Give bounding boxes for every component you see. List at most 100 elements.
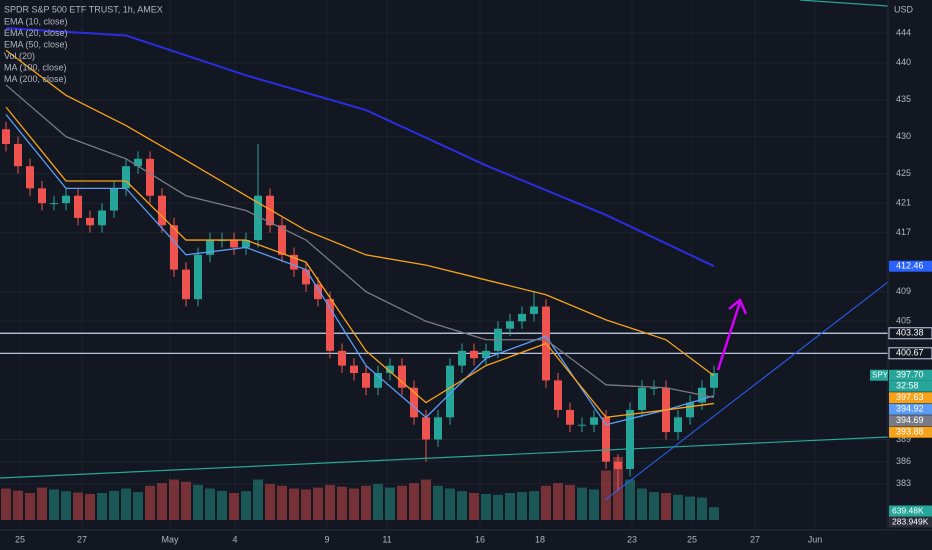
volume-bar xyxy=(565,484,575,520)
legend-item: EMA (20, close) xyxy=(4,28,68,38)
indicator-line xyxy=(5,27,715,268)
volume-bar xyxy=(265,484,275,520)
currency: USD xyxy=(894,4,914,14)
candle-body xyxy=(278,225,286,255)
candle-body xyxy=(650,387,658,389)
volume-bar xyxy=(469,493,479,520)
volume-bar xyxy=(433,485,443,520)
candle-body xyxy=(134,158,142,167)
candle-body xyxy=(2,129,10,145)
candle-body xyxy=(86,217,94,226)
volume-bar xyxy=(541,485,551,520)
volume-label-box xyxy=(889,505,932,517)
y-tick-label: 405 xyxy=(896,316,911,326)
volume-bar xyxy=(661,493,671,520)
volume-bar xyxy=(157,483,167,520)
volume-bar xyxy=(181,481,191,520)
candle-body xyxy=(242,240,250,248)
volume-bar xyxy=(97,493,107,520)
trendline xyxy=(799,0,889,7)
volume-bar xyxy=(421,479,431,520)
volume-bar xyxy=(397,485,407,520)
volume-bar xyxy=(709,507,719,520)
volume-bar xyxy=(73,492,83,520)
y-tick-label: 417 xyxy=(896,227,911,237)
y-tick-label: 421 xyxy=(896,198,911,208)
volume-bar xyxy=(121,488,131,520)
legend-item: EMA (50, close) xyxy=(4,39,68,49)
candle-body xyxy=(38,188,46,204)
candle-body xyxy=(686,402,694,418)
volume-bar xyxy=(601,470,611,520)
indicator-line xyxy=(5,106,715,419)
candle-body xyxy=(62,195,70,204)
x-tick-label: 27 xyxy=(750,534,760,544)
candle-body xyxy=(410,387,418,418)
y-tick-label: 435 xyxy=(896,94,911,104)
price-label: 400.67 xyxy=(896,348,924,358)
candle-body xyxy=(110,188,118,211)
price-label: 393.88 xyxy=(896,427,924,437)
candle-body xyxy=(290,254,298,270)
volume-bar xyxy=(49,489,59,520)
candle-body xyxy=(374,373,382,388)
volume-bar xyxy=(529,491,539,520)
price-label: 412.46 xyxy=(896,261,924,271)
x-tick-label: 18 xyxy=(535,534,545,544)
countdown-box xyxy=(889,380,932,392)
volume-bar xyxy=(13,490,23,520)
x-tick-label: 25 xyxy=(687,534,697,544)
volume-bar xyxy=(217,490,227,520)
candle-body xyxy=(590,417,598,425)
plot xyxy=(0,27,888,492)
candle-body xyxy=(482,350,490,359)
volume-bar xyxy=(685,496,695,520)
candle-body xyxy=(614,461,622,470)
indicator-line xyxy=(5,49,715,377)
symbol: SPY xyxy=(872,370,889,379)
volume-bar xyxy=(409,483,419,520)
y-tick-label: 430 xyxy=(896,131,911,141)
price-label-box xyxy=(889,403,932,415)
candle-body xyxy=(422,417,430,440)
price-label-box xyxy=(888,347,932,360)
volume-bar xyxy=(337,486,347,520)
y-tick-label: 440 xyxy=(896,57,911,67)
volume-bar xyxy=(349,488,359,520)
candle-body xyxy=(314,284,322,300)
volume-bar xyxy=(109,490,119,520)
candle-body xyxy=(626,409,634,470)
candle-body xyxy=(326,299,334,351)
volume-bar xyxy=(205,488,215,520)
candle-body xyxy=(146,158,154,196)
candle-body xyxy=(710,373,718,388)
candle-body xyxy=(386,365,394,374)
volume-pane xyxy=(1,457,719,520)
volume-bar xyxy=(145,485,155,520)
volume-bar xyxy=(241,491,251,520)
x-tick-label: 27 xyxy=(77,534,87,544)
candle-body xyxy=(578,424,586,426)
price-label-box xyxy=(889,415,932,427)
volume-bar xyxy=(301,489,311,520)
x-tick-label: 11 xyxy=(382,534,391,544)
y-tick-label: 383 xyxy=(896,478,911,488)
price-label-box xyxy=(889,260,932,272)
candle-body xyxy=(638,387,646,410)
candle-body xyxy=(158,195,166,226)
y-tick-label: 386 xyxy=(896,456,911,466)
volume-bar xyxy=(697,497,707,520)
volume-label: 639.48K xyxy=(892,505,924,515)
indicator-line xyxy=(5,114,715,426)
price-label-box xyxy=(888,327,932,340)
x-tick-label: May xyxy=(161,534,179,544)
volume-bar xyxy=(517,492,527,520)
legend-item: EMA (10, close) xyxy=(4,16,68,26)
volume-bar xyxy=(61,491,71,520)
indicator-line xyxy=(5,84,715,399)
candle-body xyxy=(14,144,22,167)
candle-body xyxy=(194,254,202,300)
x-tick-label: 16 xyxy=(475,534,485,544)
